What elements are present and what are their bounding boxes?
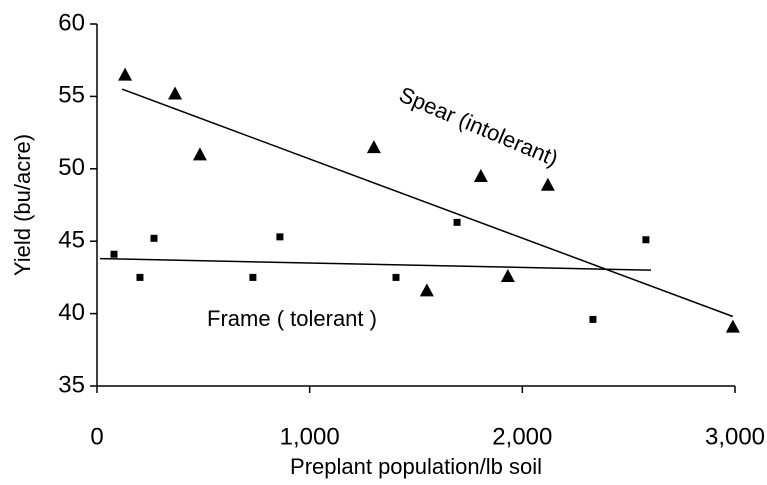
series-label: Spear (intolerant) — [396, 82, 562, 171]
point — [642, 236, 650, 244]
point — [589, 315, 597, 323]
y-tick-label: 60 — [58, 9, 85, 36]
point — [192, 147, 207, 161]
point — [118, 67, 133, 81]
trend-line — [99, 257, 652, 271]
x-tick-label: 2,000 — [492, 423, 552, 450]
x-axis-title: Preplant population/lb soil — [290, 454, 542, 479]
x-tick-label: 0 — [90, 423, 103, 450]
point — [150, 234, 158, 242]
point — [453, 218, 461, 226]
trend-line — [121, 88, 734, 318]
point — [419, 283, 434, 297]
y-tick-label: 35 — [58, 371, 85, 398]
y-tick-label: 45 — [58, 227, 85, 254]
point — [500, 268, 515, 282]
point — [276, 233, 284, 241]
y-tick-label: 55 — [58, 82, 85, 109]
y-tick-label: 40 — [58, 299, 85, 326]
point — [473, 169, 488, 183]
point — [392, 273, 400, 281]
series-label: Frame ( tolerant ) — [207, 306, 377, 331]
point — [168, 86, 183, 100]
y-tick-label: 50 — [58, 154, 85, 181]
point — [366, 140, 381, 154]
x-tick-label: 1,000 — [280, 423, 340, 450]
point — [110, 250, 118, 258]
point — [136, 273, 144, 281]
point — [540, 177, 555, 191]
point — [725, 319, 740, 333]
y-axis-title: Yield (bu/acre) — [10, 134, 35, 276]
x-tick-label: 3,000 — [705, 423, 765, 450]
point — [249, 273, 257, 281]
